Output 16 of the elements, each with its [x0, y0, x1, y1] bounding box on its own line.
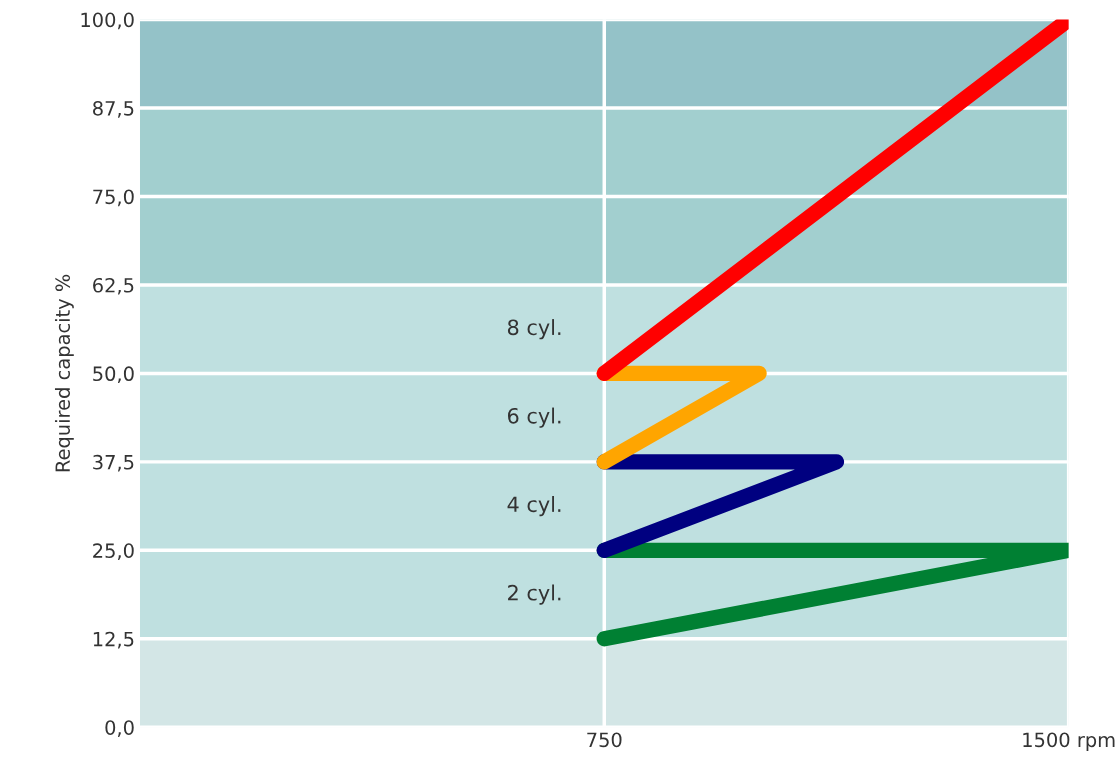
y-tick-label: 25,0: [93, 543, 134, 560]
text: 8 cyl.: [507, 319, 561, 340]
x-tick-label: 750: [587, 732, 622, 748]
y-tick-label: 37,5: [93, 454, 134, 472]
y-tick-label: 87,5: [93, 100, 134, 118]
y-tick-label: 50,0: [93, 366, 134, 384]
y-tick-label: 12,5: [93, 631, 134, 649]
y-tick-label: 100,0: [81, 12, 134, 30]
text: 6 cyl.: [507, 407, 561, 428]
x-tick-label: 1500 rpm: [1023, 732, 1115, 751]
y-tick-label: 0,0: [105, 720, 134, 737]
y-tick-label: 62,5: [93, 277, 134, 295]
text: 2 cyl.: [508, 584, 561, 605]
y-tick-label: 75,0: [93, 189, 134, 207]
y-axis-title: Required capacity %: [54, 274, 74, 472]
text: 4 cyl.: [507, 496, 561, 517]
